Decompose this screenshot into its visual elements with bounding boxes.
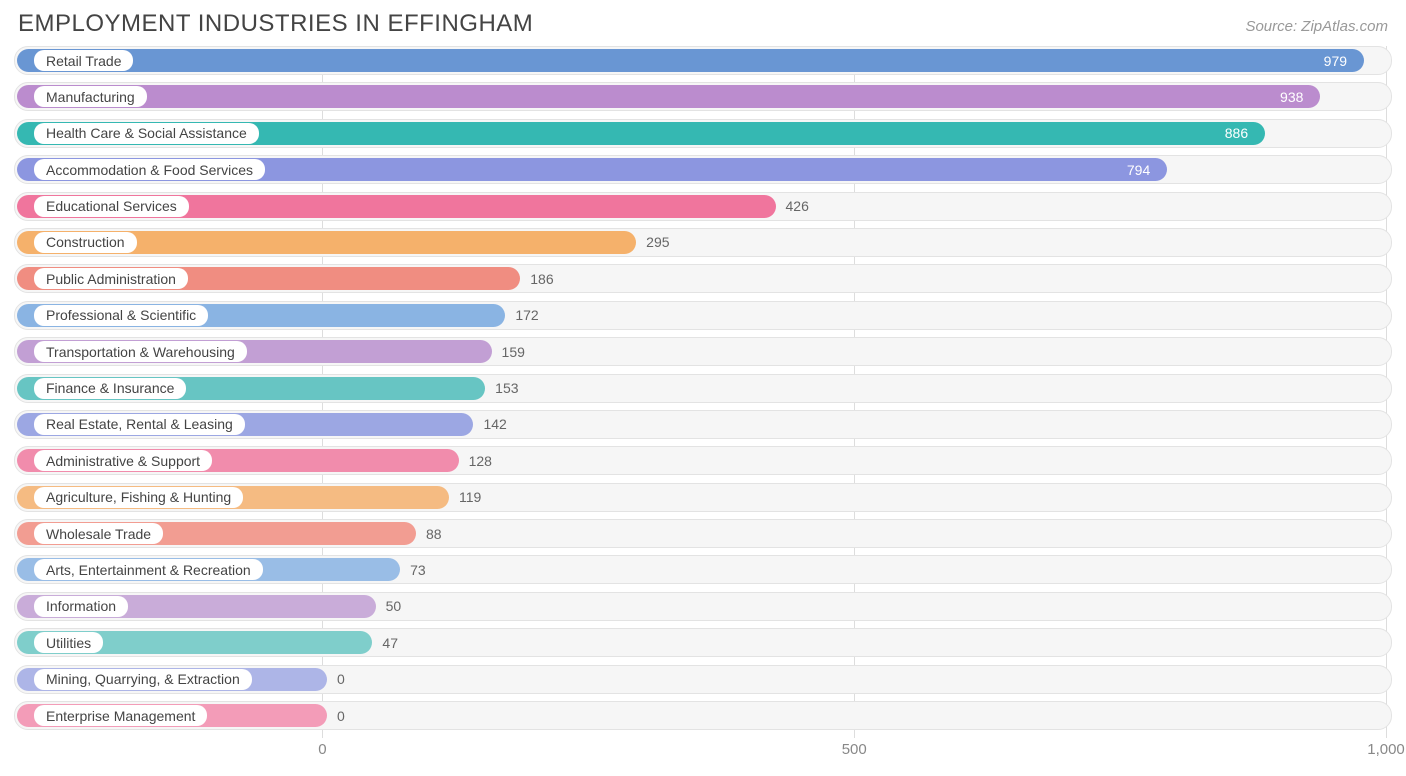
bar-value-label: 159 (502, 337, 525, 366)
bar-row: Construction 295 (14, 228, 1392, 257)
bar-category-chip: Utilities (34, 632, 103, 653)
bar-row: Retail Trade 979 (14, 46, 1392, 75)
bar-value-label: 47 (382, 628, 398, 657)
bar-row: Administrative & Support 128 (14, 446, 1392, 475)
bar-category-chip: Enterprise Management (34, 705, 207, 726)
bar-category-chip: Finance & Insurance (34, 378, 186, 399)
bar-fill (17, 49, 1364, 72)
bar-value-label: 73 (410, 555, 426, 584)
bar-value-label: 979 (1324, 46, 1347, 75)
bar-category-chip: Transportation & Warehousing (34, 341, 247, 362)
bar-category-chip: Administrative & Support (34, 450, 212, 471)
bar-value-label: 172 (515, 301, 538, 330)
bar-value-label: 128 (469, 446, 492, 475)
bar-value-label: 0 (337, 665, 345, 694)
x-axis-tick: 1,000 (1367, 741, 1405, 758)
bar-row: Manufacturing 938 (14, 82, 1392, 111)
bar-row: Accommodation & Food Services 794 (14, 155, 1392, 184)
bar-category-chip: Health Care & Social Assistance (34, 123, 259, 144)
bar-row: Professional & Scientific 172 (14, 301, 1392, 330)
chart-source: Source: ZipAtlas.com (1245, 18, 1388, 35)
bar-value-label: 886 (1225, 119, 1248, 148)
bar-row: Agriculture, Fishing & Hunting 119 (14, 483, 1392, 512)
bar-fill (17, 85, 1320, 108)
bar-category-chip: Arts, Entertainment & Recreation (34, 559, 263, 580)
bar-category-chip: Mining, Quarrying, & Extraction (34, 669, 252, 690)
chart-title: EMPLOYMENT INDUSTRIES IN EFFINGHAM (18, 10, 533, 38)
bar-row: Mining, Quarrying, & Extraction 0 (14, 665, 1392, 694)
chart-plot-area: Retail Trade 979 Manufacturing 938 Health Ca… (14, 46, 1392, 765)
bar-category-chip: Professional & Scientific (34, 305, 208, 326)
x-axis-tick: 0 (318, 741, 326, 758)
bar-value-label: 0 (337, 701, 345, 730)
bar-row: Real Estate, Rental & Leasing 142 (14, 410, 1392, 439)
bar-category-chip: Construction (34, 232, 137, 253)
chart-header: EMPLOYMENT INDUSTRIES IN EFFINGHAM Sourc… (14, 8, 1392, 46)
bar-value-label: 295 (646, 228, 669, 257)
bar-row: Utilities 47 (14, 628, 1392, 657)
bar-row: Enterprise Management 0 (14, 701, 1392, 730)
bar-category-chip: Wholesale Trade (34, 523, 163, 544)
x-axis: 05001,000 (14, 737, 1392, 765)
bar-row: Public Administration 186 (14, 264, 1392, 293)
bar-row: Health Care & Social Assistance 886 (14, 119, 1392, 148)
bar-category-chip: Retail Trade (34, 50, 133, 71)
bar-row: Information 50 (14, 592, 1392, 621)
bar-row: Wholesale Trade 88 (14, 519, 1392, 548)
bar-row: Transportation & Warehousing 159 (14, 337, 1392, 366)
bar-category-chip: Public Administration (34, 268, 188, 289)
bar-category-chip: Agriculture, Fishing & Hunting (34, 487, 243, 508)
bar-value-label: 88 (426, 519, 442, 548)
bar-value-label: 186 (530, 264, 553, 293)
bar-row: Arts, Entertainment & Recreation 73 (14, 555, 1392, 584)
bar-row: Finance & Insurance 153 (14, 374, 1392, 403)
bar-row: Educational Services 426 (14, 192, 1392, 221)
chart-container: EMPLOYMENT INDUSTRIES IN EFFINGHAM Sourc… (0, 0, 1406, 776)
x-axis-tick: 500 (842, 741, 867, 758)
bar-category-chip: Information (34, 596, 128, 617)
bar-value-label: 426 (786, 192, 809, 221)
bar-category-chip: Real Estate, Rental & Leasing (34, 414, 245, 435)
bar-value-label: 119 (459, 483, 481, 512)
bar-value-label: 50 (386, 592, 402, 621)
bar-value-label: 794 (1127, 155, 1150, 184)
bar-category-chip: Accommodation & Food Services (34, 159, 265, 180)
bar-value-label: 142 (483, 410, 506, 439)
bar-category-chip: Manufacturing (34, 86, 147, 107)
bar-category-chip: Educational Services (34, 196, 189, 217)
bar-value-label: 938 (1280, 82, 1303, 111)
bar-value-label: 153 (495, 374, 518, 403)
